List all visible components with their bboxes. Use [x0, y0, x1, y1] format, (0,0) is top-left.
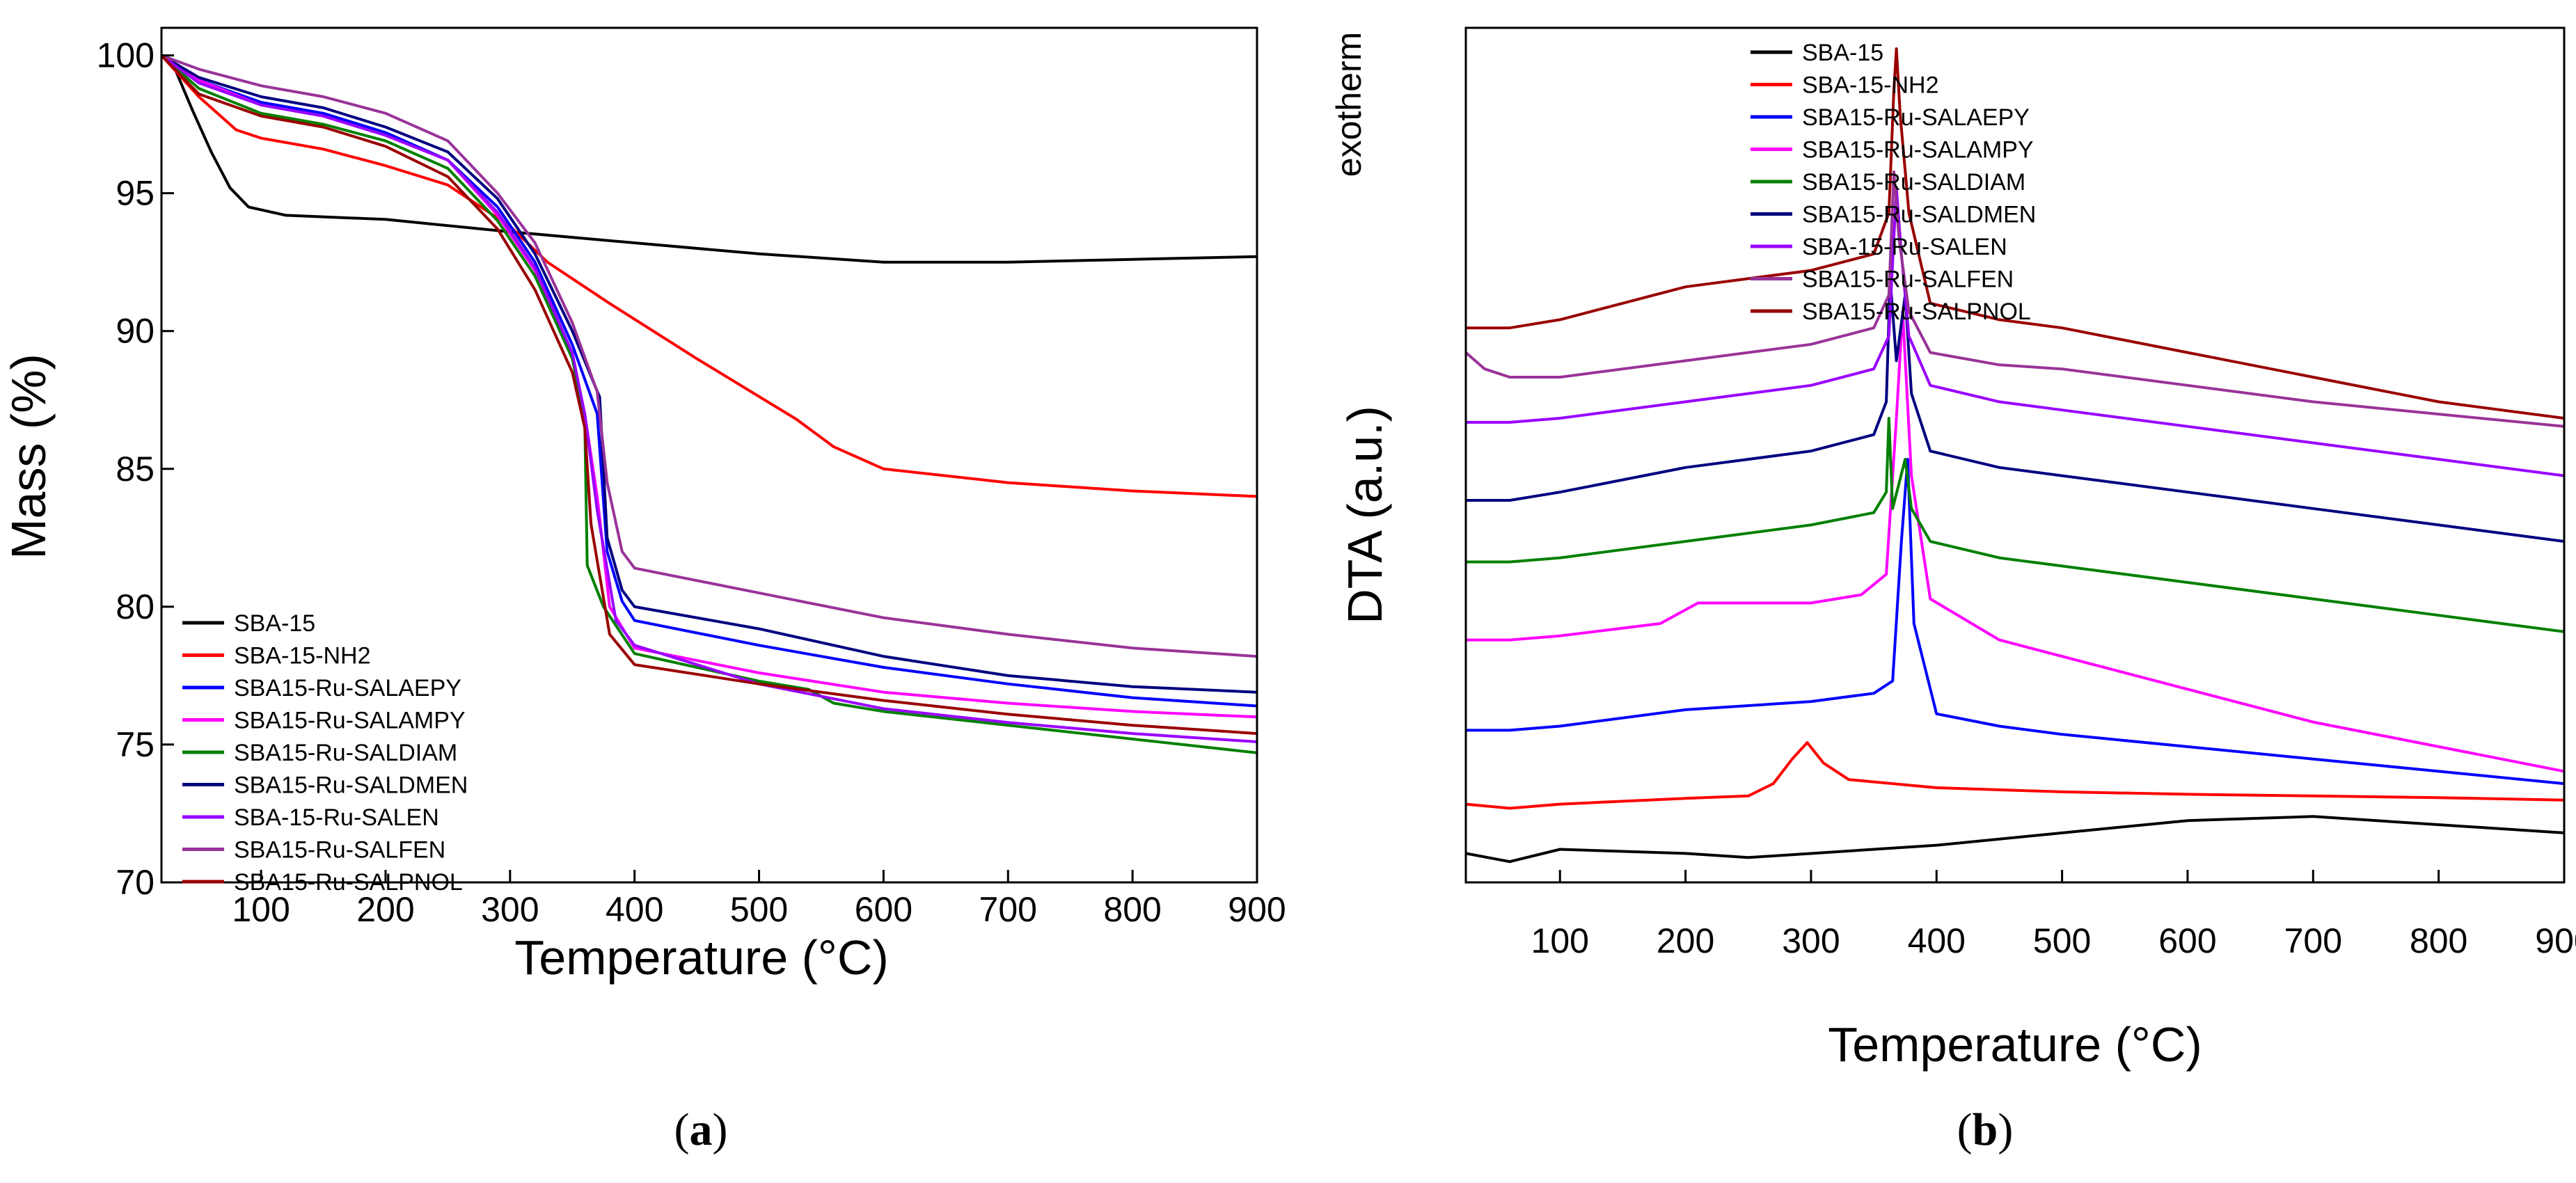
panel-b-legend: SBA-15 SBA-15-NH2 SBA15-Ru-SALAEPY SBA15-Ru…: [1751, 40, 2036, 325]
panel-a-x-axis-title: Temperature (°C): [514, 930, 889, 985]
panel-a-y-tick-label: 90: [116, 312, 155, 351]
panel-a-legend-label-sba15-ru-salaepy: SBA15-Ru-SALAEPY: [234, 675, 461, 701]
panel-b-legend-label-sba-15-nh2: SBA-15-NH2: [1802, 72, 1939, 99]
panel-a-x-tick-label: 700: [979, 890, 1037, 929]
panel-a-y-tick-label: 70: [116, 863, 155, 902]
panel-a-y-tick-label: 75: [116, 725, 155, 764]
panel-b-x-tick-label: 400: [1908, 921, 1966, 960]
panel-b-x-axis-title: Temperature (°C): [1828, 1017, 2202, 1072]
panel-a-series-group: [161, 54, 1257, 754]
panel-b-legend-label-sba15-ru-saldiam: SBA15-Ru-SALDIAM: [1802, 169, 2025, 196]
panel-a-legend-label-sba-15: SBA-15: [234, 610, 315, 637]
panel-b-y-axis-title: DTA (a.u.): [1338, 406, 1392, 624]
panel-b-series-sba-15: [1466, 815, 2564, 864]
panel-a-caption: (a): [674, 1104, 728, 1155]
panel-a-y-axis-title: Mass (%): [1, 354, 56, 559]
panel-b-x-tick-label: 300: [1782, 921, 1840, 960]
panel-b-caption: (b): [1957, 1104, 2014, 1155]
panel-a-x-tick-label: 500: [730, 890, 788, 929]
panel-a-mass-chart: 100 200 300 400 500 600 700 800 900 70 75 80 85 90 95 1…: [1, 26, 1286, 1155]
panel-b-exotherm-annotation: exotherm: [1329, 32, 1368, 177]
panel-a-series-sba15-ru-saldiam: [161, 54, 1257, 754]
panel-b-ticks-group: 100 200 300 400 500 600 700 800 900: [1531, 870, 2576, 960]
panel-a-y-tick-label: 95: [116, 174, 155, 213]
panel-a-x-tick-label: 800: [1103, 890, 1161, 929]
panel-b-plot-frame: [1464, 26, 2566, 884]
panel-a-x-tick-label: 900: [1228, 890, 1286, 929]
panel-b-legend-label-sba-15-ru-salen: SBA-15-Ru-SALEN: [1802, 234, 2007, 260]
panel-b-legend-label-sba-15: SBA-15: [1802, 40, 1883, 66]
panel-a-x-tick-label: 100: [232, 890, 290, 929]
panel-b-dta-chart: 100 200 300 400 500 600 700 800 900 Temperature …: [1329, 26, 2576, 1155]
panel-b-x-tick-label: 900: [2535, 921, 2576, 960]
panel-a-legend-label-sba15-ru-salpnol: SBA15-Ru-SALPNOL: [234, 869, 463, 896]
panel-a-series-sba15-ru-salpnol: [161, 54, 1257, 736]
panel-b-caption-letter: b: [1973, 1104, 1998, 1155]
panel-b-x-tick-label: 800: [2410, 921, 2467, 960]
panel-b-series-group: [1466, 47, 2564, 864]
panel-a-legend-label-sba15-ru-saldmen: SBA15-Ru-SALDMEN: [234, 772, 468, 799]
panel-b-x-tick-label: 100: [1531, 921, 1589, 960]
panel-b-x-tick-label: 200: [1657, 921, 1714, 960]
panel-a-plot-frame: [160, 26, 1258, 884]
panel-a-series-sba15-ru-salfen: [161, 54, 1257, 658]
panel-b-series-sba15-ru-saldmen: [1466, 277, 2564, 543]
panel-b-series-sba15-ru-salpnol: [1466, 47, 2564, 420]
panel-a-legend-label-sba-15-nh2: SBA-15-NH2: [234, 643, 371, 669]
panel-a-legend: SBA-15 SBA-15-NH2 SBA15-Ru-SALAEPY SBA15-Ru…: [182, 610, 468, 896]
panel-a-y-tick-label: 80: [116, 587, 155, 626]
panel-b-legend-label-sba15-ru-salpnol: SBA15-Ru-SALPNOL: [1802, 299, 2031, 325]
panel-b-series-sba-15-nh2: [1466, 741, 2564, 810]
panel-b-x-tick-label: 500: [2033, 921, 2091, 960]
panel-a-x-tick-label: 300: [481, 890, 539, 929]
panel-b-legend-label-sba15-ru-salaepy: SBA15-Ru-SALAEPY: [1802, 104, 2030, 131]
panel-a-caption-letter: a: [690, 1104, 713, 1155]
panel-a-y-tick-label: 100: [97, 36, 155, 75]
panel-a-x-tick-label: 600: [855, 890, 912, 929]
panel-b-legend-label-sba15-ru-salampy: SBA15-Ru-SALAMPY: [1802, 137, 2034, 164]
panel-a-ticks-group: 100 200 300 400 500 600 700 800 900 70 75 80 85 90 95 1…: [97, 36, 1286, 929]
panel-b-x-tick-label: 600: [2158, 921, 2216, 960]
panel-b-legend-label-sba15-ru-salfen: SBA15-Ru-SALFEN: [1802, 267, 2014, 293]
panel-a-y-tick-label: 85: [116, 450, 155, 489]
panel-a-legend-label-sba15-ru-saldiam: SBA15-Ru-SALDIAM: [234, 740, 457, 766]
panel-a-series-sba-15: [161, 54, 1257, 264]
panel-b-legend-label-sba15-ru-saldmen: SBA15-Ru-SALDMEN: [1802, 202, 2036, 228]
panel-a-x-tick-label: 400: [606, 890, 663, 929]
panel-a-x-tick-label: 200: [356, 890, 414, 929]
panel-b-series-sba15-ru-saldiam: [1466, 417, 2564, 633]
panel-b-x-tick-label: 700: [2284, 921, 2342, 960]
panel-b-series-sba15-ru-salampy: [1466, 310, 2564, 773]
panel-a-legend-label-sba-15-ru-salen: SBA-15-Ru-SALEN: [234, 804, 439, 831]
panel-a-series-sba15-ru-salaepy: [161, 54, 1257, 708]
panel-b-series-sba15-ru-salaepy: [1466, 458, 2564, 786]
panel-a-legend-label-sba15-ru-salampy: SBA15-Ru-SALAMPY: [234, 708, 466, 734]
panel-a-series-sba-15-ru-salen: [161, 54, 1257, 743]
panel-b-series-sba15-ru-salfen: [1466, 170, 2564, 428]
panel-a-legend-label-sba15-ru-salfen: SBA15-Ru-SALFEN: [234, 837, 445, 864]
